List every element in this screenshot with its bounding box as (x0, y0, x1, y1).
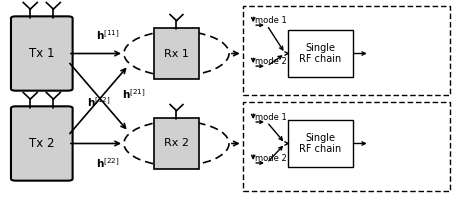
Text: mode 2: mode 2 (256, 153, 287, 163)
Text: mode 2: mode 2 (256, 57, 287, 66)
Text: Rx 1: Rx 1 (164, 48, 189, 59)
Bar (243, 102, 451, 191)
FancyBboxPatch shape (11, 16, 73, 91)
Text: RF chain: RF chain (300, 54, 342, 64)
Text: Single: Single (305, 133, 336, 143)
Text: Tx 1: Tx 1 (29, 47, 55, 60)
FancyBboxPatch shape (288, 120, 353, 167)
Text: Single: Single (305, 43, 336, 53)
FancyBboxPatch shape (288, 30, 353, 77)
Circle shape (124, 121, 229, 166)
FancyBboxPatch shape (154, 28, 199, 79)
Text: Rx 2: Rx 2 (164, 138, 189, 149)
Text: mode 1: mode 1 (256, 113, 287, 122)
FancyBboxPatch shape (154, 118, 199, 169)
Bar (243, 6, 451, 95)
FancyBboxPatch shape (11, 106, 73, 181)
Text: $\mathbf{h}^{[12]}$: $\mathbf{h}^{[12]}$ (87, 96, 110, 109)
Text: $\mathbf{h}^{[21]}$: $\mathbf{h}^{[21]}$ (122, 88, 146, 101)
Text: Tx 2: Tx 2 (29, 137, 55, 150)
Text: RF chain: RF chain (300, 144, 342, 154)
Text: mode 1: mode 1 (256, 16, 287, 25)
Text: $\mathbf{h}^{[22]}$: $\mathbf{h}^{[22]}$ (96, 156, 120, 170)
Text: $\mathbf{h}^{[11]}$: $\mathbf{h}^{[11]}$ (96, 28, 120, 42)
Circle shape (124, 31, 229, 76)
